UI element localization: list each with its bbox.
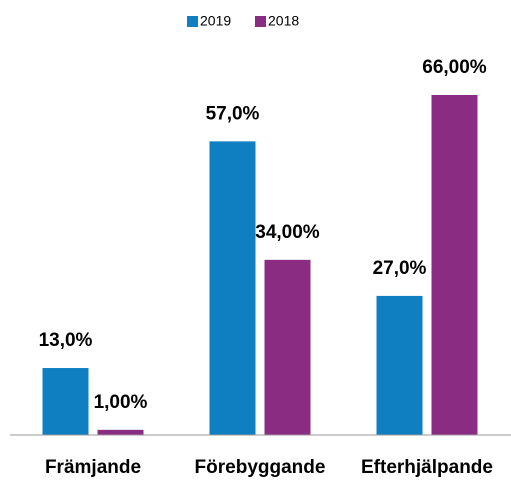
value-label: 57,0% [206,103,260,124]
value-label: 1,00% [94,392,148,413]
value-label: 27,0% [373,258,427,279]
legend-swatch [255,16,266,27]
value-label: 13,0% [39,330,93,351]
bar [376,295,423,435]
x-tick-label: Främjande [45,457,141,478]
x-tick-label: Efterhjälpande [361,457,493,478]
value-label: 34,00% [255,222,320,243]
legend-label: 2018 [268,13,299,29]
bar [42,368,89,435]
legend-swatch [187,16,198,27]
bar [97,429,144,435]
legend-label: 2019 [200,13,231,29]
x-tick-label: Förebyggande [195,457,326,478]
bar [264,259,311,435]
bar [209,141,256,435]
value-label: 66,00% [422,57,487,78]
bar [431,95,478,435]
